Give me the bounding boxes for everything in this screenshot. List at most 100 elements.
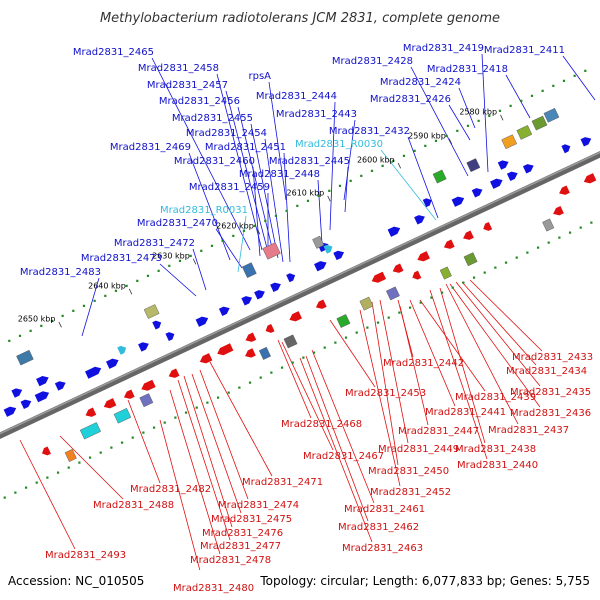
scale-tick-label: 2620 kbp [216, 221, 254, 230]
leader-line [209, 361, 273, 477]
scale-tick-label: 2610 kbp [287, 188, 325, 197]
inner-ring-dot [376, 321, 380, 324]
leader-line [192, 248, 207, 291]
leader-line [159, 263, 197, 297]
outer-ring-dot [210, 244, 214, 247]
outer-ring-dot [29, 329, 32, 332]
inner-ring-dot [238, 386, 241, 389]
inner-ring-dot [334, 341, 337, 344]
outer-ring-dot [40, 324, 43, 327]
leader-line [215, 228, 243, 269]
outer-ring-dot [253, 224, 256, 227]
leader-line [344, 166, 349, 213]
scale-tick-mark [192, 258, 197, 265]
inner-ring-dot [472, 276, 476, 279]
outer-ring-dot [360, 174, 363, 177]
outer-ring-dot [104, 294, 107, 297]
inner-ring-dot [120, 441, 124, 444]
outer-ring-dot [168, 264, 171, 267]
forward-gene-arrow [471, 188, 483, 198]
outer-ring-dot [317, 194, 320, 197]
leader-line [199, 369, 249, 500]
reverse-gene-label: Mrad2831_2463 [342, 543, 423, 554]
outer-function-box [543, 107, 560, 123]
forward-gene-arrow [561, 144, 571, 154]
inner-ring-dot [302, 356, 305, 359]
forward-gene-arrow [254, 290, 265, 300]
reverse-gene-label: Mrad2831_2477 [200, 541, 281, 552]
reverse-gene-label: Mrad2831_2480 [173, 583, 254, 594]
outer-ring-dot [530, 94, 534, 97]
outer-function-box [501, 134, 517, 150]
leader-line [461, 281, 537, 366]
forward-gene-label: Mrad2831_2460 [174, 156, 255, 167]
leader-line [19, 439, 76, 550]
reverse-gene-label: Mrad2831_2439 [455, 392, 536, 403]
inner-ring-dot [78, 461, 81, 464]
leader-line [469, 279, 543, 352]
leader-line [283, 152, 291, 263]
forward-gene-label: Mrad2831_2454 [186, 128, 267, 139]
inner-ring-dot [46, 476, 49, 479]
forward-gene-label: Mrad2831_2445 [269, 156, 350, 167]
rna-gene-label: Mrad2831_R0031 [160, 205, 248, 216]
inner-ring-dot [430, 296, 433, 299]
reverse-gene-label: Mrad2831_2441 [425, 407, 506, 418]
forward-gene-arrow [314, 261, 327, 272]
leader-line [159, 419, 201, 570]
outer-ring-dot [189, 254, 192, 257]
inner-ring-dot [451, 286, 454, 289]
reverse-gene-label: Mrad2831_2467 [303, 451, 384, 462]
forward-gene-arrow [165, 332, 175, 342]
inner-function-box [439, 266, 452, 280]
reverse-gene-arrow [141, 379, 156, 391]
forward-gene-arrow [333, 250, 345, 261]
scale-tick-mark [128, 288, 133, 295]
leader-line [252, 166, 261, 257]
leader-line [59, 435, 124, 500]
inner-function-box [139, 393, 154, 408]
forward-gene-label: Mrad2831_2424 [380, 77, 461, 88]
reverse-gene-arrow [168, 368, 180, 378]
inner-ring-dot [440, 291, 444, 294]
forward-gene-arrow [270, 282, 281, 292]
leader-line [448, 104, 471, 141]
inner-ring-dot [483, 271, 486, 274]
outer-function-box [466, 158, 481, 173]
scale-tick-label: 2650 kbp [18, 314, 56, 323]
reverse-gene-label: Mrad2831_2442 [383, 358, 464, 369]
reverse-gene-label: Mrad2831_2434 [506, 366, 587, 377]
outer-ring-dot [498, 109, 502, 112]
reverse-gene-arrow [392, 263, 404, 273]
leader-line [188, 152, 231, 261]
outer-ring-dot [50, 319, 54, 322]
reverse-gene-arrow [42, 446, 51, 456]
forward-gene-arrow [11, 388, 23, 398]
leader-line [81, 277, 100, 337]
leader-line [250, 123, 279, 259]
leader-line [264, 138, 284, 263]
inner-function-box [386, 286, 400, 301]
inner-function-box [79, 422, 101, 440]
forward-gene-label: Mrad2831_2455 [172, 113, 253, 124]
reverse-gene-arrow [199, 353, 213, 364]
forward-gene-label: Mrad2831_2448 [239, 169, 320, 180]
leader-line [329, 101, 336, 231]
scale-tick-mark [397, 162, 402, 169]
outer-ring-dot [221, 239, 224, 242]
leader-line [449, 283, 541, 408]
inner-ring-dot [515, 256, 518, 259]
reverse-gene-arrow [412, 270, 422, 280]
leader-line [127, 399, 161, 484]
outer-ring-dot [434, 139, 438, 142]
leader-line [343, 119, 356, 201]
inner-ring-dot [387, 316, 390, 319]
inner-ring-dot [67, 466, 70, 469]
outer-ring-dot [136, 279, 139, 282]
reverse-gene-label: Mrad2831_2438 [455, 444, 536, 455]
inner-ring-dot [558, 236, 561, 239]
leader-line [169, 389, 221, 555]
scale-tick-label: 2630 kbp [152, 251, 190, 260]
inner-ring-dot [462, 281, 465, 284]
scale-tick-mark [448, 138, 453, 145]
